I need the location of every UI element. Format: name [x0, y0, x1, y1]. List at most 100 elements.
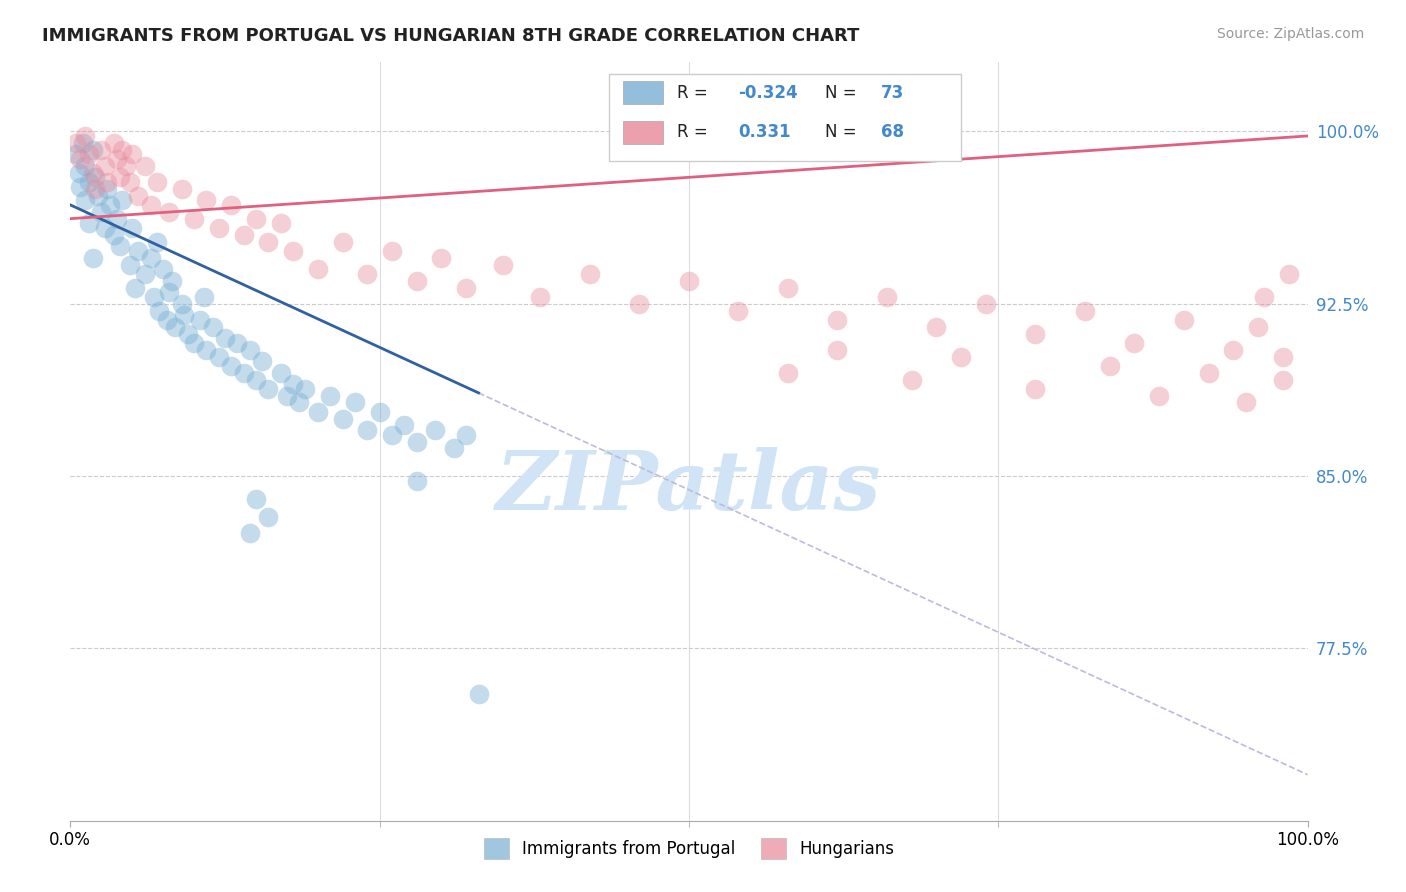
Point: [232, 227, 254, 242]
Text: IMMIGRANTS FROM PORTUGAL VS HUNGARIAN 8TH GRADE CORRELATION CHART: IMMIGRANTS FROM PORTUGAL VS HUNGARIAN 8T…: [42, 27, 859, 45]
Point: [288, 395, 311, 409]
Point: [257, 510, 280, 524]
Point: [193, 290, 215, 304]
Point: [139, 251, 162, 265]
Point: [226, 335, 249, 350]
Point: [443, 442, 465, 456]
Point: [75, 128, 97, 143]
Point: [368, 405, 391, 419]
Point: [456, 427, 478, 442]
Point: [1234, 395, 1257, 409]
Point: [96, 175, 118, 189]
Point: [75, 159, 97, 173]
Point: [160, 274, 183, 288]
Point: [65, 147, 87, 161]
Point: [307, 405, 329, 419]
Point: [405, 274, 427, 288]
Point: [94, 220, 117, 235]
FancyBboxPatch shape: [609, 74, 962, 161]
Point: [776, 280, 799, 294]
Point: [1074, 303, 1097, 318]
Point: [456, 280, 478, 294]
Point: [134, 267, 156, 281]
Point: [405, 434, 427, 449]
Point: [1271, 372, 1294, 386]
Point: [257, 382, 280, 396]
Point: [219, 359, 242, 373]
Point: [250, 354, 273, 368]
Point: [356, 423, 378, 437]
Point: [232, 366, 254, 380]
Point: [67, 166, 90, 180]
Point: [90, 204, 112, 219]
Text: ZIPatlas: ZIPatlas: [496, 447, 882, 527]
Point: [425, 423, 447, 437]
Point: [356, 267, 378, 281]
Point: [239, 343, 262, 357]
Point: [281, 377, 304, 392]
Point: [118, 258, 141, 272]
Point: [108, 239, 131, 253]
Point: [82, 143, 104, 157]
Point: [105, 211, 128, 226]
Point: [1123, 335, 1146, 350]
Point: [1278, 267, 1301, 281]
Point: [381, 244, 404, 258]
Point: [77, 147, 100, 161]
Point: [208, 220, 231, 235]
Point: [727, 303, 749, 318]
Point: [974, 296, 997, 310]
Point: [157, 285, 180, 300]
Point: [124, 280, 146, 294]
Point: [245, 372, 267, 386]
Point: [529, 290, 551, 304]
Point: [827, 343, 849, 357]
Point: [82, 251, 104, 265]
Point: [1247, 319, 1270, 334]
Point: [94, 159, 117, 173]
Point: [139, 198, 162, 212]
Text: 68: 68: [880, 123, 904, 141]
Point: [170, 296, 193, 310]
Point: [467, 687, 489, 701]
Point: [343, 395, 366, 409]
Point: [876, 290, 898, 304]
Point: [127, 244, 149, 258]
Point: [103, 227, 125, 242]
Point: [165, 319, 187, 334]
Text: N =: N =: [825, 84, 856, 102]
Point: [827, 312, 849, 326]
Point: [492, 258, 515, 272]
Point: [270, 216, 292, 230]
Point: [1024, 382, 1046, 396]
Point: [115, 159, 138, 173]
Point: [77, 216, 100, 230]
Point: [430, 251, 453, 265]
Point: [82, 166, 104, 180]
Point: [183, 211, 205, 226]
Point: [105, 152, 128, 166]
Point: [69, 152, 91, 166]
Point: [146, 175, 169, 189]
Point: [678, 274, 700, 288]
Point: [195, 194, 218, 208]
Point: [111, 194, 134, 208]
Point: [195, 343, 218, 357]
Point: [65, 136, 87, 150]
Point: [173, 308, 195, 322]
Point: [152, 262, 174, 277]
Text: R =: R =: [676, 123, 707, 141]
Point: [127, 188, 149, 202]
Text: -0.324: -0.324: [738, 84, 799, 102]
Point: [1173, 312, 1195, 326]
Point: [1024, 326, 1046, 341]
Point: [118, 175, 141, 189]
Point: [219, 198, 242, 212]
Point: [96, 182, 118, 196]
Point: [1253, 290, 1275, 304]
Point: [394, 418, 416, 433]
Point: [332, 235, 354, 249]
Point: [925, 319, 948, 334]
Point: [307, 262, 329, 277]
Point: [900, 372, 922, 386]
